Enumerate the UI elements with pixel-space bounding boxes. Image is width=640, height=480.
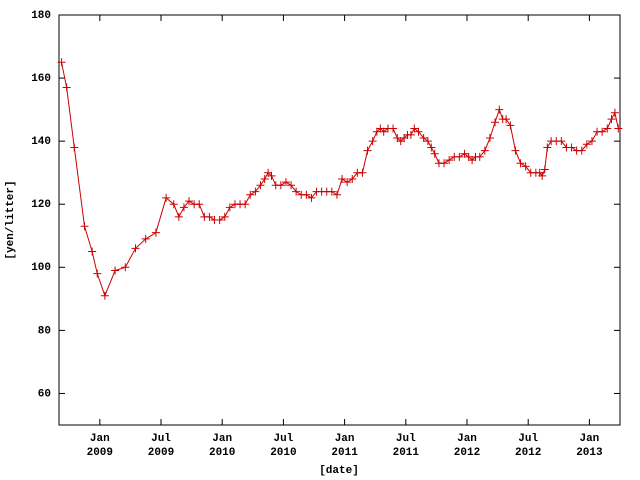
point-marker: [485, 134, 494, 142]
y-tick-label: 60: [38, 388, 51, 400]
point-marker: [267, 171, 276, 180]
point-marker: [185, 197, 194, 206]
y-tick-label: 80: [38, 325, 51, 337]
point-marker: [256, 181, 265, 190]
point-marker: [460, 149, 469, 158]
point-marker: [410, 124, 419, 133]
point-marker: [292, 187, 301, 196]
x-tick-label: Jul 2010: [270, 433, 297, 459]
point-marker: [491, 118, 500, 127]
point-marker: [220, 212, 229, 221]
point-marker: [495, 105, 504, 114]
point-marker: [281, 178, 290, 187]
point-marker: [241, 200, 250, 209]
y-tick-label: 180: [31, 10, 51, 22]
x-tick-label: Jan 2011: [331, 433, 358, 459]
plot-frame: [58, 14, 621, 426]
point-marker: [603, 124, 612, 133]
point-marker: [587, 137, 596, 146]
point-marker: [598, 127, 607, 136]
point-marker: [307, 193, 316, 202]
y-tick-label: 100: [31, 262, 51, 274]
point-marker: [511, 146, 520, 155]
x-tick-label: Jan 2012: [453, 433, 481, 459]
point-marker: [215, 216, 224, 224]
point-marker: [195, 200, 204, 209]
point-marker: [287, 181, 296, 190]
point-marker: [225, 203, 234, 212]
point-marker: [614, 124, 623, 133]
y-tick-label: 160: [31, 73, 51, 85]
point-marker: [379, 127, 388, 136]
point-marker: [131, 244, 140, 253]
point-marker: [348, 175, 357, 183]
point-marker: [151, 228, 160, 237]
point-marker: [302, 190, 311, 199]
point-marker: [246, 190, 255, 199]
point-marker: [57, 58, 66, 67]
point-marker: [276, 181, 285, 190]
y-axis-label: [yen/litter]: [5, 180, 17, 259]
point-marker: [455, 152, 464, 161]
point-marker: [70, 143, 79, 152]
point-marker: [100, 291, 109, 300]
point-marker: [445, 156, 454, 165]
point-marker: [538, 171, 547, 180]
point-marker: [521, 162, 530, 171]
point-marker: [88, 247, 97, 256]
point-marker: [516, 159, 525, 168]
point-marker: [93, 269, 102, 278]
point-marker: [260, 175, 269, 183]
point-marker: [343, 178, 352, 187]
point-marker: [332, 190, 341, 199]
point-marker: [174, 212, 183, 221]
point-marker: [358, 168, 367, 177]
point-marker: [251, 187, 260, 196]
x-tick-label: Jan 2009: [86, 433, 113, 459]
point-marker: [427, 143, 436, 152]
point-marker: [141, 234, 150, 243]
point-marker: [62, 83, 71, 92]
point-marker: [205, 212, 214, 221]
point-marker: [338, 175, 347, 183]
point-marker: [475, 152, 484, 161]
point-marker: [577, 146, 586, 155]
point-marker: [169, 200, 178, 209]
y-tick-label: 140: [31, 136, 51, 148]
point-marker: [179, 203, 188, 212]
point-marker: [430, 149, 439, 158]
point-marker: [543, 143, 552, 152]
x-axis-label: [date]: [319, 465, 359, 477]
point-marker: [567, 143, 576, 152]
point-marker: [80, 222, 89, 231]
point-marker: [582, 140, 591, 149]
point-marker: [406, 130, 415, 139]
x-tick-label: Jul 2012: [514, 433, 542, 459]
point-marker: [506, 121, 515, 130]
point-marker: [440, 159, 449, 168]
point-marker: [111, 266, 120, 275]
x-tick-label: Jul 2009: [147, 433, 175, 459]
x-tick-label: Jan 2010: [208, 433, 236, 459]
point-marker: [423, 137, 432, 146]
point-marker: [368, 137, 377, 146]
point-marker: [607, 115, 616, 124]
point-marker: [502, 115, 511, 124]
point-marker: [414, 127, 423, 136]
point-marker: [480, 146, 489, 155]
point-marker: [389, 124, 398, 133]
point-marker: [121, 263, 130, 272]
point-marker: [327, 187, 336, 196]
point-marker: [162, 193, 171, 202]
point-marker: [610, 108, 619, 117]
x-tick-label: Jan 2013: [576, 433, 603, 459]
point-marker: [557, 137, 566, 146]
point-marker: [540, 165, 549, 174]
point-marker: [363, 146, 372, 155]
point-marker: [419, 134, 428, 142]
y-tick-label: 120: [31, 199, 51, 211]
x-tick-label: Jul 2011: [392, 433, 419, 459]
